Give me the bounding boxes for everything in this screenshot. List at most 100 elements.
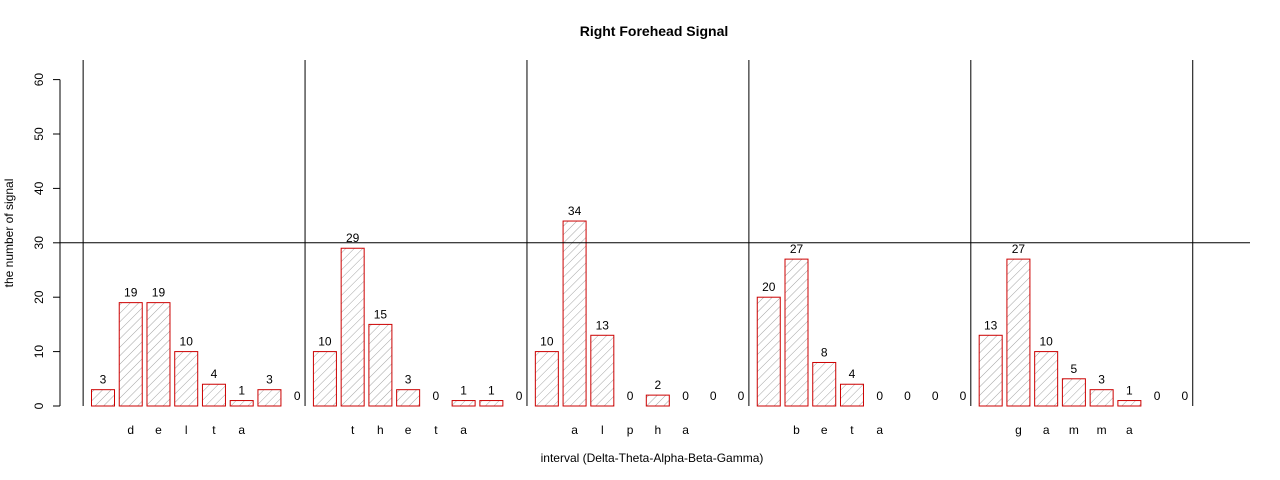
bar — [756, 296, 781, 407]
bar-value-label: 19 — [124, 286, 138, 300]
bar-value-label: 15 — [374, 307, 388, 321]
y-tick-label: 60 — [32, 73, 46, 87]
bar — [451, 400, 476, 407]
bar-value-label: 0 — [294, 389, 301, 403]
bar-value-label: 0 — [1182, 389, 1189, 403]
bar-value-label: 27 — [790, 242, 804, 256]
bar — [479, 400, 504, 407]
category-letter: m — [1069, 423, 1079, 437]
category-letter: a — [571, 423, 578, 437]
category-letter: a — [1043, 423, 1050, 437]
category-letter: l — [185, 423, 188, 437]
bar-value-label: 0 — [516, 389, 523, 403]
category-letter: d — [127, 423, 134, 437]
bar-value-label: 0 — [738, 389, 745, 403]
x-axis-label: interval (Delta-Theta-Alpha-Beta-Gamma) — [541, 451, 764, 465]
bar-value-label: 1 — [460, 384, 467, 398]
bar-value-label: 0 — [932, 389, 939, 403]
bar-value-label: 8 — [821, 345, 828, 359]
bar — [368, 323, 393, 407]
bar-value-label: 10 — [180, 335, 194, 349]
category-letter: p — [627, 423, 634, 437]
bar — [1061, 378, 1086, 407]
bar-value-label: 0 — [627, 389, 634, 403]
category-letter: a — [682, 423, 689, 437]
bar-value-label: 0 — [960, 389, 967, 403]
bar — [91, 389, 115, 407]
bar-value-label: 1 — [488, 384, 495, 398]
category-letter: l — [601, 423, 604, 437]
category-letter: t — [850, 423, 854, 437]
y-tick-label: 30 — [32, 236, 46, 250]
bar — [1089, 389, 1114, 407]
category-letter: b — [793, 423, 800, 437]
bar — [229, 400, 254, 407]
bar — [257, 389, 282, 407]
bar-value-label: 0 — [904, 389, 911, 403]
category-letter: e — [821, 423, 828, 437]
bar-value-label: 19 — [152, 286, 166, 300]
category-letter: h — [654, 423, 661, 437]
bar — [562, 220, 587, 407]
bar-value-label: 4 — [211, 367, 218, 381]
bar — [201, 383, 226, 407]
bar — [812, 361, 837, 407]
bar-value-label: 1 — [1126, 384, 1133, 398]
bar-value-label: 10 — [1039, 335, 1053, 349]
y-tick-label: 0 — [32, 402, 46, 409]
bar — [839, 383, 864, 407]
bar-value-label: 0 — [876, 389, 883, 403]
bar-value-label: 0 — [682, 389, 689, 403]
y-tick-label: 50 — [32, 127, 46, 141]
bar — [146, 302, 171, 407]
bar-value-label: 34 — [568, 204, 582, 218]
bar-value-label: 0 — [433, 389, 440, 403]
category-letter: a — [1126, 423, 1133, 437]
bar-value-label: 20 — [762, 280, 776, 294]
category-letter: e — [405, 423, 412, 437]
bar-value-label: 29 — [346, 231, 360, 245]
bar-value-label: 0 — [1154, 389, 1161, 403]
category-letter: a — [238, 423, 245, 437]
bar-value-label: 0 — [710, 389, 717, 403]
bar-value-label: 27 — [1012, 242, 1026, 256]
bar — [396, 389, 421, 407]
bar-value-label: 3 — [1098, 373, 1105, 387]
category-letter: a — [460, 423, 467, 437]
bar-value-label: 3 — [405, 373, 412, 387]
bar — [118, 302, 143, 407]
bar-value-label: 10 — [540, 335, 554, 349]
category-letter: t — [212, 423, 216, 437]
bar — [534, 351, 559, 407]
bar-value-label: 13 — [596, 318, 610, 332]
bar — [645, 394, 670, 407]
bar-value-label: 3 — [100, 373, 107, 387]
bar — [340, 247, 365, 407]
bar-value-label: 10 — [318, 335, 332, 349]
bar — [590, 334, 615, 407]
chart-title: Right Forehead Signal — [580, 23, 729, 39]
y-tick-label: 20 — [32, 290, 46, 304]
category-letter: t — [351, 423, 355, 437]
category-letter: m — [1097, 423, 1107, 437]
category-letter: e — [155, 423, 162, 437]
bar — [312, 351, 337, 407]
bar-value-label: 13 — [984, 318, 998, 332]
reference-lines — [60, 60, 1250, 406]
bar-value-label: 2 — [654, 378, 661, 392]
category-letter: a — [876, 423, 883, 437]
bar-value-label: 4 — [849, 367, 856, 381]
category-letter: h — [377, 423, 384, 437]
bar — [978, 334, 1003, 407]
y-axis: 0 10 20 30 40 50 60 — [32, 73, 61, 409]
category-letter: g — [1015, 423, 1022, 437]
y-tick-label: 40 — [32, 181, 46, 195]
y-axis-label: the number of signal — [2, 179, 16, 288]
bar — [1117, 400, 1142, 407]
bar-value-label: 5 — [1071, 362, 1078, 376]
bar — [784, 258, 809, 407]
bar-value-label: 3 — [266, 373, 273, 387]
